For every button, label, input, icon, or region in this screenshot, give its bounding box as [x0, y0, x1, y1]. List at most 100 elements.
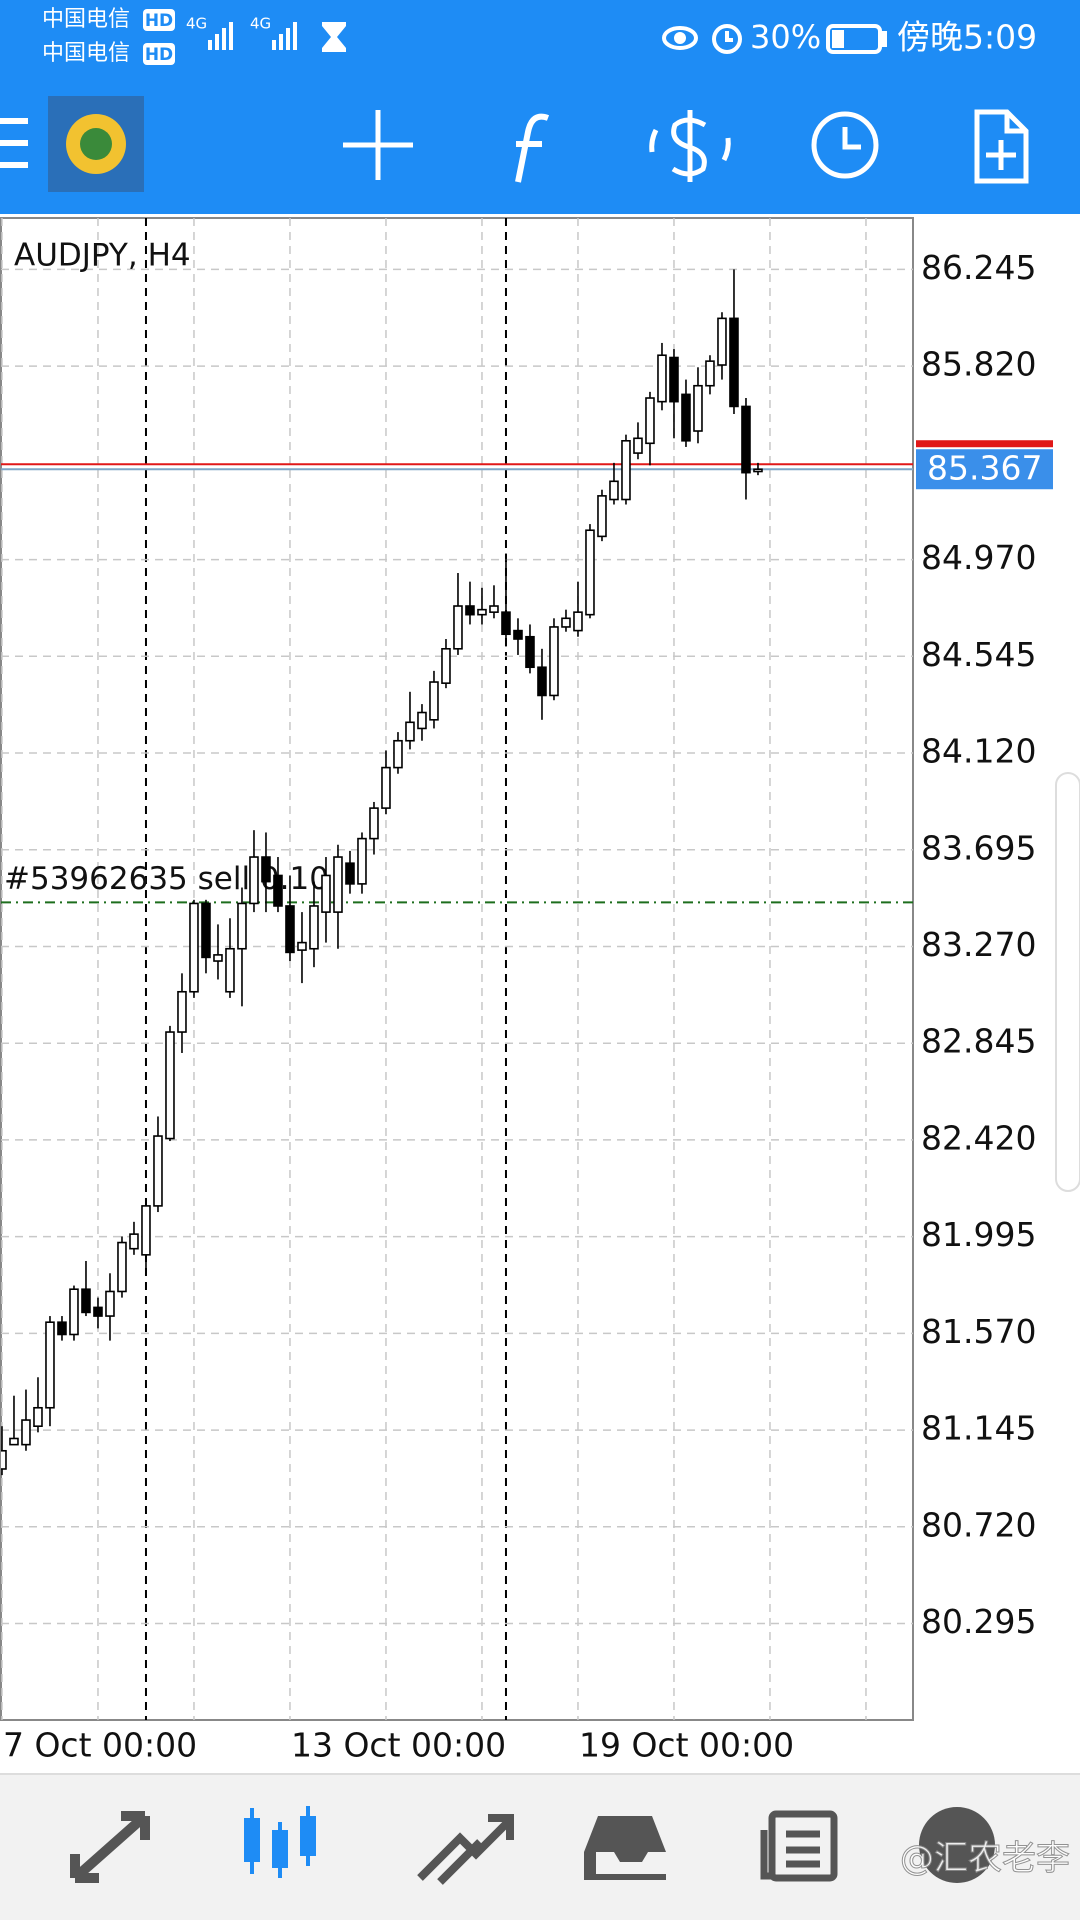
candle-body [549, 626, 559, 697]
candle-body [441, 648, 451, 684]
chart-title: AUDJPY, H4 [14, 238, 191, 274]
candle-body [345, 862, 355, 885]
candle-body [213, 954, 223, 962]
candle-body [669, 356, 679, 403]
timeframe-button[interactable] [811, 111, 879, 179]
y-tick-label: 84.120 [921, 732, 1036, 771]
x-tick-label: 7 Oct 00:00 [3, 1726, 197, 1765]
candle-body [489, 605, 499, 613]
signal-icons [208, 22, 346, 52]
y-tick-label: 81.995 [921, 1215, 1036, 1254]
candle-body [225, 947, 235, 993]
candle-body [249, 856, 259, 905]
candle-body [69, 1288, 79, 1336]
candle-body [705, 360, 715, 387]
candle-body [453, 605, 463, 650]
carrier: 中国电信 [42, 41, 130, 66]
candle-body [309, 905, 319, 950]
trade-button[interactable] [649, 110, 731, 182]
y-tick-label: 85.820 [921, 345, 1036, 384]
candle-body [741, 405, 751, 474]
x-tick-label: 13 Oct 00:00 [291, 1726, 506, 1765]
nav-trade[interactable] [417, 1814, 514, 1885]
candle-body [201, 902, 211, 959]
scroll-handle[interactable] [1055, 772, 1080, 1192]
candle-body [189, 902, 199, 993]
y-tick-label: 86.245 [921, 248, 1036, 287]
candle-body [297, 941, 307, 951]
y-tick-label: 81.145 [921, 1409, 1036, 1448]
hd-badge [143, 9, 175, 31]
candle-body [477, 608, 487, 616]
candle-body [9, 1437, 19, 1446]
y-tick-label: 82.420 [921, 1118, 1036, 1157]
carrier: 中国电信 [42, 7, 130, 32]
y-tick-label: 83.695 [921, 828, 1036, 867]
candle-body [657, 354, 667, 403]
bid-tag [916, 449, 1053, 490]
candle-body [45, 1321, 55, 1409]
app-bar [0, 0, 1080, 214]
nav-quotes[interactable] [70, 1811, 150, 1883]
candle-body [357, 837, 367, 885]
candle-body [501, 611, 511, 636]
watermark: @汇农老李 [900, 1839, 1070, 1879]
battery-level: 30% [750, 18, 821, 56]
new-order-button[interactable] [974, 109, 1029, 184]
candle-body [285, 905, 295, 954]
network: 4G [186, 15, 207, 33]
y-tick-label: 82.845 [921, 1022, 1036, 1061]
candle-body [573, 611, 583, 632]
candle-body [321, 874, 331, 913]
candle-body [141, 1205, 151, 1256]
candle-body [273, 874, 283, 907]
candle-body [381, 766, 391, 809]
y-tick-label: 81.570 [921, 1312, 1036, 1351]
clock: 傍晚5:09 [897, 18, 1037, 57]
candle-body [681, 393, 691, 442]
y-tick-label: 83.270 [921, 925, 1036, 964]
y-tick-label: 80.720 [921, 1505, 1036, 1544]
crosshair-button[interactable] [343, 110, 413, 180]
candle-body [417, 711, 427, 730]
candle-body [633, 437, 643, 454]
nav-chart[interactable] [244, 1806, 316, 1878]
nav-settings[interactable] [919, 1807, 995, 1883]
y-tick-label: 80.295 [921, 1602, 1036, 1641]
candle-body [537, 666, 547, 697]
status-icons [662, 24, 887, 54]
candle-body [21, 1419, 31, 1446]
candle-body [177, 990, 187, 1033]
candle-body [525, 635, 535, 669]
nav-news[interactable] [760, 1810, 838, 1882]
candle-body [513, 629, 523, 640]
candle-body [561, 617, 571, 628]
bottom-nav [0, 1774, 1080, 1920]
y-tick-label: 84.970 [921, 538, 1036, 577]
candle-body [585, 529, 595, 616]
y-tick-label: 84.545 [921, 635, 1036, 674]
hd-badge [143, 43, 175, 65]
nav-history[interactable] [584, 1816, 666, 1880]
candle-body [117, 1241, 127, 1293]
candle-body [237, 902, 247, 950]
hd: HD [145, 11, 173, 31]
candle-body [129, 1233, 139, 1250]
candle-body [165, 1031, 175, 1140]
ask-tag [916, 440, 1053, 448]
candle-body [333, 856, 343, 913]
candle-body [729, 317, 739, 408]
candle-body [405, 721, 415, 742]
bid-label: 85.367 [927, 449, 1042, 488]
network: 4G [250, 15, 271, 33]
candle-body [645, 397, 655, 445]
candle-body [33, 1406, 43, 1427]
candle-body [81, 1288, 91, 1314]
candle-body [429, 681, 439, 721]
candle-body [1, 1449, 7, 1470]
candle-body [105, 1290, 115, 1317]
indicators-button[interactable] [515, 113, 550, 183]
candle-body [717, 317, 727, 366]
menu-button[interactable] [0, 118, 28, 168]
